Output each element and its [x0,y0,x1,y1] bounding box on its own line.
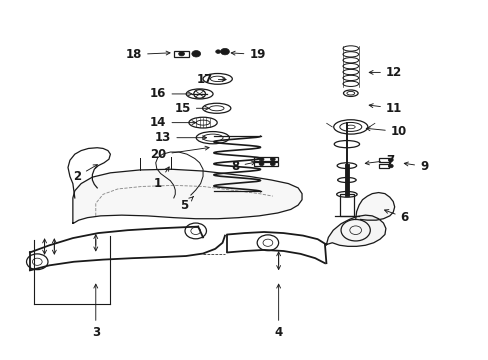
Text: 4: 4 [274,284,282,339]
Text: 15: 15 [174,102,208,115]
Circle shape [259,157,264,161]
Text: 2: 2 [73,165,97,183]
Bar [173,51,189,57]
Text: 10: 10 [366,125,406,138]
Circle shape [270,157,275,161]
Text: 3: 3 [92,284,100,339]
Text: 8: 8 [231,160,255,173]
Circle shape [215,50,220,53]
Bar [254,162,277,166]
Text: 12: 12 [368,66,401,79]
Text: 7: 7 [365,154,393,167]
Polygon shape [326,215,385,246]
Text: 18: 18 [125,48,170,61]
Text: 9: 9 [404,160,427,173]
Text: 6: 6 [384,210,408,224]
Text: 14: 14 [150,116,196,129]
Bar [254,157,277,161]
Circle shape [387,164,392,168]
Circle shape [178,51,184,56]
Bar [339,194,353,216]
Text: 5: 5 [180,197,193,212]
Circle shape [387,158,392,162]
Text: 19: 19 [231,48,265,61]
Bar [378,164,388,168]
Text: 1: 1 [153,167,169,190]
Circle shape [270,162,275,166]
Text: 13: 13 [155,131,206,144]
Text: 20: 20 [150,146,209,161]
Polygon shape [73,169,302,223]
Bar [378,158,388,162]
Text: 11: 11 [368,102,401,115]
Text: 17: 17 [196,73,225,86]
Ellipse shape [336,192,356,197]
Circle shape [220,48,229,55]
Circle shape [191,50,200,57]
Text: 16: 16 [150,87,192,100]
Circle shape [259,162,264,166]
Polygon shape [355,193,394,220]
Circle shape [193,52,198,55]
